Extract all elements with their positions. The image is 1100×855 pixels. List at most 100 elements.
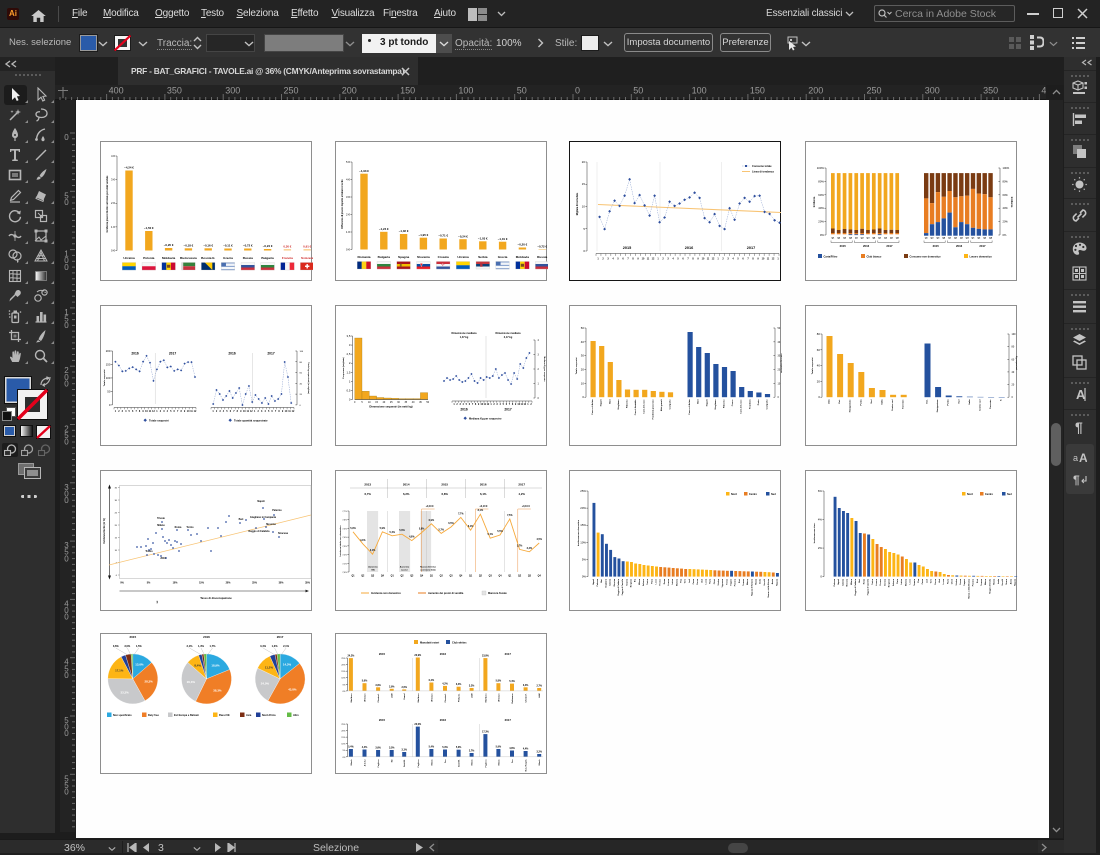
svg-text:3: 3 <box>219 410 221 413</box>
svg-text:0: 0 <box>64 554 69 563</box>
svg-text:60%: 60% <box>1003 193 1009 197</box>
svg-text:11: 11 <box>647 258 650 261</box>
svg-text:Totale sequestri: Totale sequestri <box>149 419 169 423</box>
svg-text:Chesterf.: Chesterf. <box>525 693 528 702</box>
svg-text:Pisa: Pisa <box>680 578 682 583</box>
svg-text:6: 6 <box>174 410 176 413</box>
svg-text:Chieti: Chieti <box>713 579 716 585</box>
svg-text:Dimensione sequestri (in netti: Dimensione sequestri (in netti kg) <box>369 405 412 409</box>
svg-text:Q4: Q4 <box>942 237 946 240</box>
svg-text:Sud: Sud <box>871 399 873 404</box>
svg-text:Foglie a: Foglie a <box>378 759 380 768</box>
svg-text:250: 250 <box>284 86 299 96</box>
svg-text:20%: 20% <box>226 582 232 585</box>
svg-text:9: 9 <box>637 258 639 261</box>
svg-text:100: 100 <box>106 376 111 380</box>
svg-text:15: 15 <box>375 401 378 404</box>
svg-text:Fermo: Fermo <box>726 578 728 585</box>
svg-text:Terrestre: Terrestre <box>989 399 992 409</box>
svg-text:Q1: Q1 <box>351 576 355 578</box>
svg-text:3,4%: 3,4% <box>456 683 462 686</box>
svg-text:400: 400 <box>1041 86 1046 96</box>
svg-text:5,8%: 5,8% <box>419 528 425 531</box>
svg-text:Ucraina: Ucraina <box>123 256 135 260</box>
svg-text:Lecce: Lecce <box>910 579 912 584</box>
svg-text:Incidenza totale non domestico: Incidenza totale non domestico <box>339 525 342 557</box>
svg-text:1: 1 <box>115 410 117 413</box>
svg-text:X: X <box>1001 399 1003 401</box>
svg-text:−0,72 €: −0,72 € <box>537 245 547 249</box>
svg-text:0: 0 <box>64 729 69 738</box>
svg-text:Q2: Q2 <box>931 238 935 240</box>
svg-text:0: 0 <box>1012 396 1014 399</box>
svg-text:Q1: Q1 <box>430 576 434 578</box>
svg-text:Dimensione mediana: Dimensione mediana <box>495 332 521 335</box>
svg-text:Asti: Asti <box>700 579 703 583</box>
svg-text:11: 11 <box>521 403 524 406</box>
svg-text:9: 9 <box>478 403 480 406</box>
svg-text:80%: 80% <box>1003 179 1009 183</box>
svg-text:Terni: Terni <box>931 579 933 584</box>
svg-text:0: 0 <box>300 405 302 407</box>
svg-text:Russia: Russia <box>243 256 253 260</box>
svg-text:2,17 kg: 2,17 kg <box>504 336 513 339</box>
svg-text:20%: 20% <box>341 731 345 733</box>
svg-text:Firenze: Firenze <box>660 579 662 586</box>
svg-text:−1,02 €: −1,02 € <box>399 229 409 233</box>
svg-text:8: 8 <box>752 258 754 261</box>
svg-text:4: 4 <box>265 410 267 413</box>
svg-text:Vercelli: Vercelli <box>1002 579 1004 586</box>
svg-text:4: 4 <box>463 403 465 406</box>
svg-text:4,8%: 4,8% <box>409 536 415 539</box>
svg-text:5,4%: 5,4% <box>389 531 395 534</box>
svg-text:Taranto: Taranto <box>913 578 916 586</box>
svg-text:4: 4 <box>500 403 502 406</box>
svg-text:2016: 2016 <box>956 244 963 248</box>
svg-text:Bus. Royals: Bus. Royals <box>526 759 528 772</box>
svg-text:Kg sequestrati: Kg sequestrati <box>1015 356 1018 370</box>
svg-text:1,7%: 1,7% <box>210 644 217 648</box>
svg-text:2: 2 <box>258 410 260 413</box>
svg-text:Como: Como <box>693 578 695 584</box>
svg-text:Napoli: Napoli <box>257 500 265 503</box>
svg-text:25%: 25% <box>580 489 586 493</box>
svg-text:Pescara: Pescara <box>735 578 737 586</box>
svg-text:60%: 60% <box>818 193 824 197</box>
svg-text:12: 12 <box>772 258 775 261</box>
svg-text:5,1%: 5,1% <box>487 533 493 536</box>
svg-text:Giugliano: Giugliano <box>715 399 717 410</box>
svg-text:5,9%: 5,9% <box>380 527 386 530</box>
svg-text:100%: 100% <box>817 166 825 170</box>
svg-text:25%: 25% <box>252 582 258 585</box>
svg-text:Genova: Genova <box>884 578 886 586</box>
svg-text:11: 11 <box>767 258 770 261</box>
svg-text:7: 7 <box>627 258 629 261</box>
svg-text:0,30 €: 0,30 € <box>283 244 291 248</box>
svg-text:7,7%: 7,7% <box>458 512 464 515</box>
svg-text:0: 0 <box>64 263 69 272</box>
svg-text:Minsk: Minsk <box>431 759 433 766</box>
svg-text:Foglie a: Foglie a <box>418 759 420 768</box>
svg-text:Palermo: Palermo <box>724 399 726 408</box>
svg-text:Taranto: Taranto <box>625 578 628 586</box>
svg-text:6,2%: 6,2% <box>403 492 410 496</box>
svg-text:Grecia: Grecia <box>223 256 233 260</box>
svg-text:Altri grandi: Altri grandi <box>660 399 663 411</box>
svg-text:350: 350 <box>167 86 182 96</box>
svg-text:Q3: Q3 <box>960 238 964 240</box>
svg-text:5: 5 <box>617 258 619 261</box>
svg-text:5: 5 <box>64 664 69 673</box>
svg-text:Como: Como <box>922 578 924 584</box>
svg-text:0: 0 <box>583 249 585 253</box>
svg-text:2017: 2017 <box>886 244 893 248</box>
svg-text:1: 1 <box>490 403 492 406</box>
svg-text:Totale sequestri: Totale sequestri <box>575 357 578 374</box>
svg-text:23,8%: 23,8% <box>482 655 490 658</box>
svg-text:Q3: Q3 <box>371 576 375 578</box>
svg-text:Imola: Imola <box>998 578 1000 584</box>
svg-text:5,8%: 5,8% <box>496 680 502 683</box>
svg-text:Serbia: Serbia <box>478 255 488 259</box>
svg-text:7,6%: 7,6% <box>342 520 347 522</box>
svg-text:300: 300 <box>925 86 940 96</box>
svg-text:3,7%: 3,7% <box>517 544 523 547</box>
